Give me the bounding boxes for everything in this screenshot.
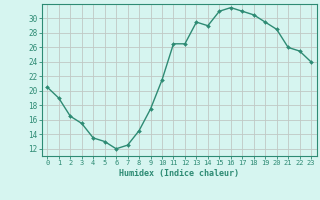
X-axis label: Humidex (Indice chaleur): Humidex (Indice chaleur) xyxy=(119,169,239,178)
